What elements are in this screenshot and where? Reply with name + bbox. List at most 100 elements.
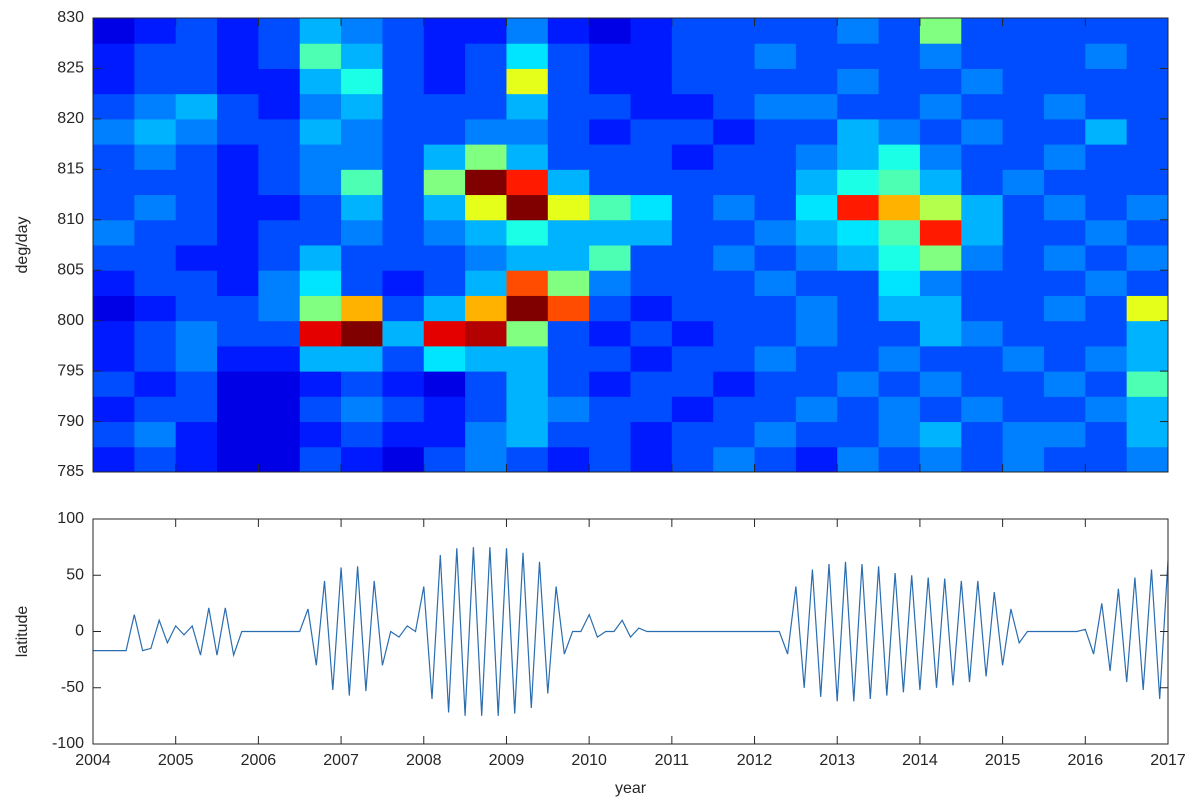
- heat-cell: [837, 295, 880, 322]
- heat-cell: [795, 43, 838, 69]
- heat-cell: [93, 320, 135, 347]
- heat-cell: [134, 245, 177, 271]
- heat-cell: [630, 18, 673, 44]
- heat-cell: [175, 396, 218, 423]
- heat-cell: [878, 18, 921, 44]
- heat-cell: [258, 371, 301, 397]
- heat-cell: [465, 446, 507, 473]
- heat-cell: [1002, 93, 1045, 120]
- heat-cell: [175, 194, 218, 221]
- heat-cell: [961, 446, 1004, 473]
- y-tick-label: 790: [57, 413, 84, 430]
- heat-cell: [506, 421, 549, 448]
- heat-cell: [423, 18, 466, 44]
- heat-cell: [382, 118, 425, 145]
- heat-cell: [589, 371, 631, 397]
- heat-cell: [175, 345, 218, 372]
- heat-cell: [1043, 345, 1086, 372]
- heat-cell: [1126, 345, 1169, 372]
- heat-cell: [134, 345, 177, 372]
- heat-cell: [1002, 43, 1045, 69]
- heat-cell: [217, 194, 259, 221]
- heat-cell: [1085, 345, 1128, 372]
- heat-cell: [961, 18, 1004, 44]
- heat-cell: [1002, 371, 1045, 397]
- heat-cell: [299, 446, 342, 473]
- heat-cell: [93, 371, 135, 397]
- heat-cell: [1002, 270, 1045, 296]
- heat-cell: [589, 421, 631, 448]
- heat-cell: [341, 320, 383, 347]
- heat-cell: [217, 295, 259, 322]
- heat-cell: [423, 320, 466, 347]
- heat-cell: [341, 43, 383, 69]
- heat-cell: [795, 295, 838, 322]
- heat-cell: [506, 446, 549, 473]
- heat-cell: [837, 396, 880, 423]
- heat-cell: [961, 194, 1004, 221]
- heat-cell: [341, 93, 383, 120]
- heat-cell: [1085, 295, 1128, 322]
- heat-cell: [630, 270, 673, 296]
- heat-cell: [795, 18, 838, 44]
- heat-cell: [547, 43, 590, 69]
- heat-cell: [630, 219, 673, 246]
- heat-cell: [547, 118, 590, 145]
- heat-cell: [547, 169, 590, 196]
- heat-cell: [1085, 144, 1128, 170]
- heat-cell: [134, 270, 177, 296]
- heat-cell: [671, 144, 714, 170]
- heat-cell: [671, 245, 714, 271]
- heat-cell: [382, 68, 425, 95]
- heat-cell: [878, 345, 921, 372]
- heat-cell: [299, 219, 342, 246]
- heat-cell: [506, 270, 549, 296]
- heat-cell: [382, 169, 425, 196]
- heat-cell: [175, 18, 218, 44]
- heat-cell: [134, 18, 177, 44]
- heat-cell: [258, 68, 301, 95]
- x-tick-label: 2014: [902, 752, 938, 769]
- heat-cell: [630, 371, 673, 397]
- heat-cell: [1002, 396, 1045, 423]
- heat-cell: [589, 446, 631, 473]
- heat-cell: [919, 118, 962, 145]
- heat-cell: [837, 371, 880, 397]
- heat-cell: [134, 118, 177, 145]
- y-tick-label: 50: [66, 566, 84, 583]
- heat-cell: [1043, 270, 1086, 296]
- y-tick-label: 810: [57, 211, 84, 228]
- y-tick-label: 805: [57, 261, 84, 278]
- heat-cell: [547, 219, 590, 246]
- heat-cell: [93, 295, 135, 322]
- heat-cell: [1002, 18, 1045, 44]
- heat-cell: [93, 345, 135, 372]
- heat-cell: [795, 118, 838, 145]
- heat-cell: [1085, 371, 1128, 397]
- y-tick-label: 800: [57, 312, 84, 329]
- heat-cell: [754, 118, 797, 145]
- heat-cell: [547, 371, 590, 397]
- heat-cell: [465, 270, 507, 296]
- heat-cell: [630, 93, 673, 120]
- heat-cell: [506, 18, 549, 44]
- heat-cell: [134, 219, 177, 246]
- heat-cell: [919, 18, 962, 44]
- heat-cell: [547, 446, 590, 473]
- heat-cell: [258, 270, 301, 296]
- y-tick-label: -100: [52, 735, 84, 752]
- heat-cell: [547, 93, 590, 120]
- heat-cell: [465, 93, 507, 120]
- heat-cell: [382, 371, 425, 397]
- heat-cell: [1085, 118, 1128, 145]
- heat-cell: [175, 371, 218, 397]
- heat-cell: [299, 169, 342, 196]
- heat-cell: [837, 446, 880, 473]
- heat-cell: [1043, 446, 1086, 473]
- x-tick-label: 2010: [571, 752, 607, 769]
- heat-cell: [258, 169, 301, 196]
- heat-cell: [175, 169, 218, 196]
- y-tick-label: 795: [57, 362, 84, 379]
- heat-cell: [299, 18, 342, 44]
- heat-cell: [630, 421, 673, 448]
